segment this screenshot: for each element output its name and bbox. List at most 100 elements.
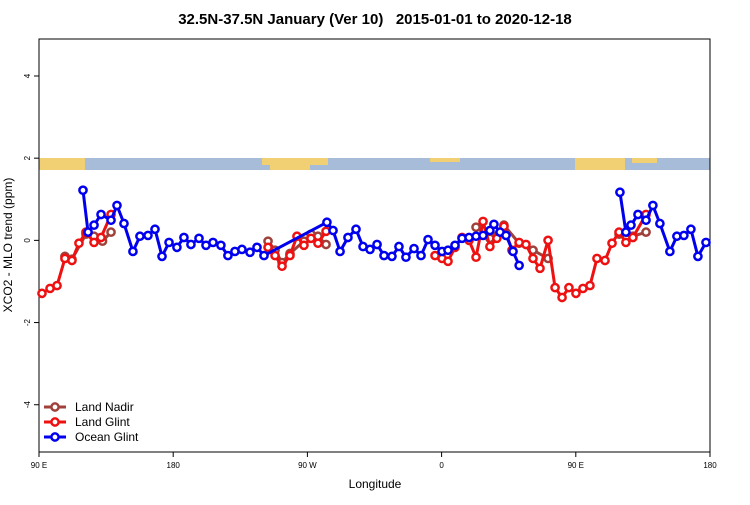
point <box>96 232 106 243</box>
point <box>423 234 433 245</box>
x-tick-label: 90 E <box>31 461 47 470</box>
point <box>430 240 440 251</box>
point <box>564 282 574 293</box>
point <box>621 227 631 237</box>
point <box>471 222 481 233</box>
point <box>528 253 538 264</box>
point <box>277 261 287 272</box>
point <box>485 241 495 252</box>
point <box>401 252 411 263</box>
point <box>655 218 665 229</box>
point <box>550 282 560 293</box>
legend-marker <box>50 432 60 442</box>
point <box>648 200 658 211</box>
point <box>508 246 518 257</box>
point <box>543 235 553 246</box>
point <box>665 246 675 257</box>
legend-marker <box>50 402 60 412</box>
point <box>223 250 233 261</box>
point <box>600 255 610 266</box>
point <box>521 239 531 250</box>
point <box>489 219 499 230</box>
y-tick-label: 0 <box>23 238 32 243</box>
point <box>172 242 182 253</box>
point <box>343 232 353 243</box>
y-tick-label: -2 <box>23 318 32 326</box>
point <box>74 238 84 249</box>
point <box>328 225 338 236</box>
legend-label: Land Nadir <box>75 400 134 414</box>
point <box>443 256 453 267</box>
point <box>701 237 711 248</box>
point <box>150 224 160 235</box>
point <box>263 242 273 253</box>
point <box>52 280 62 291</box>
point <box>571 288 581 299</box>
x-tick-label: 180 <box>703 461 717 470</box>
point <box>633 209 643 220</box>
point <box>252 242 262 253</box>
map-strip <box>39 158 710 170</box>
point <box>157 251 167 262</box>
point <box>299 240 309 251</box>
point <box>621 237 631 248</box>
y-axis-label: XCO2 - MLO trend (ppm) <box>1 178 15 313</box>
point <box>245 247 255 258</box>
point <box>270 250 280 261</box>
point <box>372 239 382 250</box>
point <box>615 187 625 198</box>
point <box>686 224 696 235</box>
x-axis-label: Longitude <box>349 477 402 491</box>
plot-frame <box>38 38 711 453</box>
point <box>313 238 323 249</box>
x-tick-label: 0 <box>439 461 444 470</box>
point <box>259 250 269 261</box>
y-tick-label: 2 <box>23 155 32 160</box>
point <box>321 239 331 250</box>
point <box>514 260 524 271</box>
x-tick-label: 90 W <box>298 461 317 470</box>
point <box>592 253 602 264</box>
point <box>186 239 196 250</box>
point <box>501 230 511 241</box>
point <box>119 218 129 229</box>
point <box>471 252 481 263</box>
point <box>365 244 375 255</box>
point <box>106 227 116 237</box>
point <box>394 241 404 252</box>
point <box>535 263 545 274</box>
point <box>237 244 247 255</box>
legend-label: Ocean Glint <box>75 430 139 444</box>
point <box>208 237 218 248</box>
x-tick-label: 90 E <box>568 461 584 470</box>
point <box>416 250 426 261</box>
point <box>135 231 145 242</box>
point <box>89 237 99 248</box>
point <box>96 209 106 220</box>
point <box>641 215 651 226</box>
y-tick-label: 4 <box>23 73 32 78</box>
point <box>37 288 47 299</box>
point <box>285 250 295 261</box>
x-tick-label: 180 <box>167 461 181 470</box>
point <box>557 292 567 303</box>
point <box>628 232 638 243</box>
point <box>89 220 99 231</box>
point <box>607 238 617 249</box>
point <box>443 245 453 256</box>
point <box>106 215 116 226</box>
point <box>450 240 460 251</box>
point <box>409 243 419 254</box>
point <box>164 237 174 248</box>
point <box>478 216 488 227</box>
point <box>78 185 88 196</box>
point <box>216 240 226 251</box>
point <box>128 246 138 257</box>
point <box>67 255 77 266</box>
point <box>478 230 488 241</box>
point <box>322 217 332 228</box>
point <box>626 220 636 231</box>
point <box>194 233 204 244</box>
point <box>585 280 595 291</box>
